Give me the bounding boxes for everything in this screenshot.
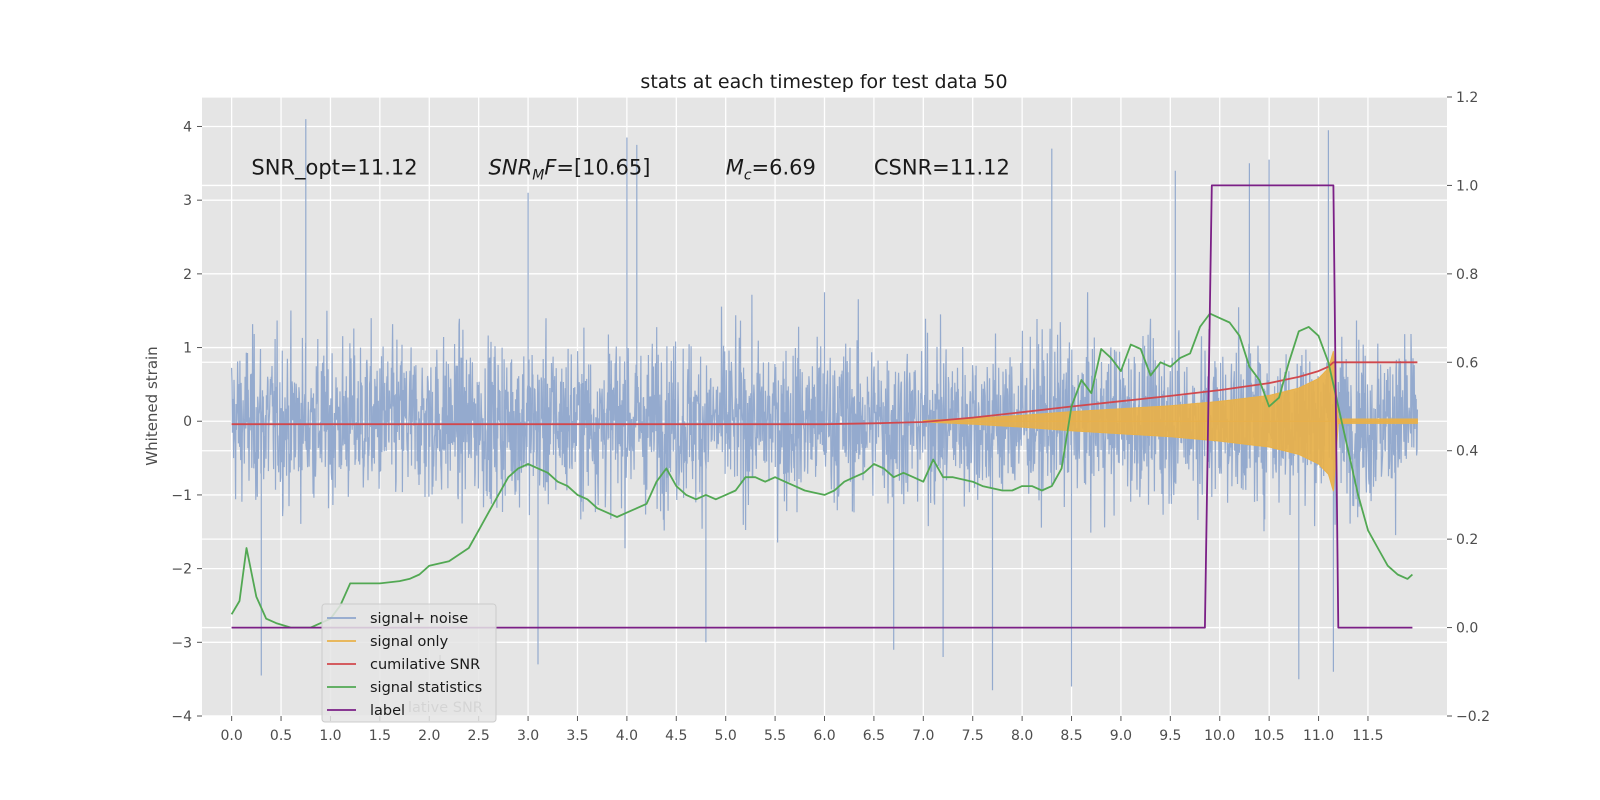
y-axis-right: −0.2 0.0 0.2 0.4 0.6 0.8 1.0 1.2	[1447, 90, 1490, 725]
y-left-tick-label: −1	[171, 488, 192, 504]
annotation-text: Mc=6.69	[726, 155, 816, 183]
x-tick-label: 6.0	[813, 728, 835, 744]
x-tick-label: 9.5	[1159, 728, 1181, 744]
annotations: SNR_opt=11.12 SNRMF=[10.65] Mc=6.69 CSNR=11…	[251, 155, 1010, 183]
y-left-tick-label: 2	[183, 267, 192, 283]
legend-box	[321, 603, 497, 723]
x-tick-label: 2.0	[418, 728, 440, 744]
x-axis: 0.0 0.5 1.0 1.5 2.0 2.5 3.0 3.5 4.0 4.5 5.0 5.5 6.0 6…	[221, 716, 1384, 744]
x-tick-label: 10.0	[1204, 728, 1235, 744]
x-tick-label: 7.0	[912, 728, 934, 744]
x-tick-label: 1.0	[319, 728, 341, 744]
x-tick-label: 7.5	[962, 728, 984, 744]
x-tick-label: 0.0	[221, 728, 243, 744]
y-right-tick-label: 0.0	[1456, 621, 1478, 637]
y-left-tick-label: −3	[171, 635, 192, 651]
y-left-tick-label: 0	[183, 414, 192, 430]
annotation-part: =[10.65]	[556, 155, 650, 179]
y-right-tick-label: 0.6	[1456, 355, 1478, 371]
annotation-text: SNRMF=[10.65]	[489, 155, 651, 183]
x-tick-label: 8.5	[1060, 728, 1082, 744]
legend-label: signal+ noise	[370, 611, 468, 627]
x-tick-label: 4.0	[616, 728, 638, 744]
legend-label: signal only	[370, 634, 449, 650]
x-tick-label: 6.5	[863, 728, 885, 744]
series-signal-noise	[231, 119, 1418, 691]
x-tick-label: 3.0	[517, 728, 539, 744]
series-signal-statistics	[230, 312, 1414, 629]
annotation-part: =6.69	[752, 155, 816, 179]
y-axis-left: −4 −3 −2 −1 0 1 2 3 4	[171, 119, 202, 725]
x-tick-label: 2.5	[468, 728, 490, 744]
annotation-part: CSNR=11.12	[874, 155, 1010, 179]
annotation-part: M	[726, 155, 744, 179]
x-tick-label: 11.0	[1303, 728, 1334, 744]
annotation-part: SNR	[489, 155, 533, 179]
series-cumilative-snr	[231, 361, 1418, 426]
x-tick-label: 9.0	[1110, 728, 1132, 744]
legend-label: cumilative SNR	[370, 657, 480, 673]
x-tick-label: 10.5	[1254, 728, 1285, 744]
y-right-tick-label: 1.2	[1456, 90, 1478, 106]
annotation-part: SNR_opt=11.12	[251, 155, 417, 180]
y-right-tick-label: 1.0	[1456, 178, 1478, 194]
annotation-part: F	[544, 155, 557, 179]
legend-label: label	[370, 703, 405, 719]
x-tick-label: 5.0	[715, 728, 737, 744]
series-label	[231, 184, 1413, 629]
x-tick-label: 1.5	[369, 728, 391, 744]
y-left-tick-label: 3	[183, 193, 192, 209]
x-tick-label: 0.5	[270, 728, 292, 744]
annotation-part: M	[532, 167, 544, 183]
legend-label: signal statistics	[370, 680, 482, 696]
y-right-tick-label: 0.4	[1456, 444, 1478, 460]
y-left-tick-label: 1	[183, 341, 192, 357]
series-layer	[230, 119, 1418, 691]
y-right-tick-label: −0.2	[1456, 709, 1490, 725]
x-tick-label: 5.5	[764, 728, 786, 744]
y-right-tick-label: 0.2	[1456, 532, 1478, 548]
y-left-tick-label: −4	[171, 709, 192, 725]
x-tick-label: 11.5	[1352, 728, 1383, 744]
y-axis-label-left: Whitened strain	[143, 346, 161, 465]
x-tick-label: 4.5	[665, 728, 687, 744]
x-tick-label: 3.5	[566, 728, 588, 744]
annotation-text: SNR_opt=11.12	[251, 155, 417, 180]
y-left-tick-label: 4	[183, 119, 192, 135]
y-right-tick-label: 0.8	[1456, 267, 1478, 283]
chart-title: stats at each timestep for test data 50	[640, 71, 1007, 93]
y-left-tick-label: −2	[171, 562, 192, 578]
x-tick-label: 8.0	[1011, 728, 1033, 744]
annotation-part: c	[744, 167, 752, 183]
annotation-text: CSNR=11.12	[874, 155, 1010, 179]
